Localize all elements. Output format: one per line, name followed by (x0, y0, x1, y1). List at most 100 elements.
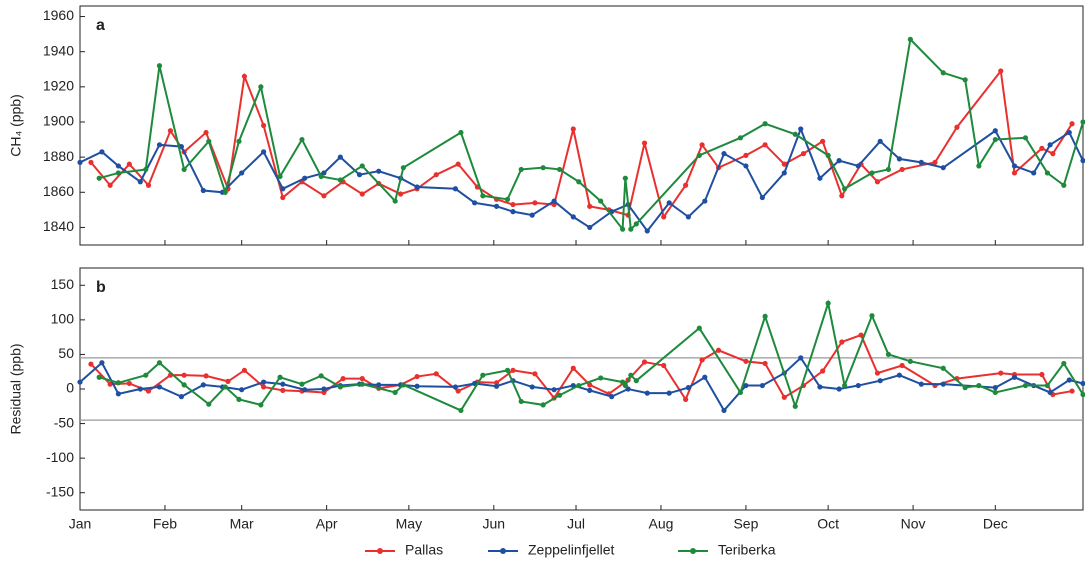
data-point (792, 403, 798, 409)
x-tick-label: Mar (230, 516, 254, 532)
x-tick-label: Sep (733, 516, 758, 532)
data-point (1080, 391, 1085, 398)
data-point (896, 372, 902, 378)
data-point (277, 173, 283, 180)
data-point (504, 367, 511, 373)
data-point (239, 170, 245, 176)
series-line (90, 68, 1073, 220)
data-point (556, 392, 563, 398)
data-point (1039, 371, 1045, 378)
data-point (992, 389, 998, 396)
panel-label: a (96, 17, 105, 34)
y-axis-label: CH₄ (ppb) (8, 94, 24, 157)
data-point (696, 325, 702, 331)
series-line (79, 356, 1084, 413)
data-point (836, 386, 842, 392)
data-point (609, 394, 615, 400)
data-point (633, 378, 639, 384)
data-point (261, 122, 267, 129)
data-point (1061, 360, 1067, 367)
data-point (1039, 145, 1045, 151)
data-point (576, 179, 582, 185)
data-point (222, 189, 228, 195)
data-point (1047, 142, 1053, 148)
data-point (1011, 170, 1018, 176)
data-point (156, 360, 163, 366)
data-point (841, 186, 848, 192)
x-tick-label: Aug (649, 516, 674, 532)
data-point (88, 159, 94, 166)
data-point (622, 382, 628, 389)
data-point (518, 398, 524, 405)
x-tick-label: Oct (817, 516, 839, 532)
data-point (337, 177, 343, 183)
data-point (206, 138, 212, 144)
data-point (839, 339, 845, 345)
data-point (762, 313, 768, 319)
data-point (874, 370, 881, 376)
series-line (98, 299, 1084, 412)
data-point (877, 378, 883, 384)
legend-marker (377, 548, 383, 554)
data-point (510, 201, 516, 208)
data-point (702, 374, 708, 380)
series-line (79, 126, 1084, 233)
data-point (156, 63, 163, 69)
data-point (414, 184, 420, 190)
data-point (77, 159, 83, 166)
data-point (759, 194, 765, 201)
y-tick-label: 1940 (43, 42, 74, 58)
data-point (96, 374, 102, 380)
data-point (107, 182, 113, 188)
data-point (570, 365, 576, 371)
data-point (798, 355, 804, 361)
data-point (143, 372, 149, 378)
data-point (641, 359, 648, 365)
data-point (907, 358, 913, 364)
data-point (261, 384, 267, 390)
data-point (392, 198, 398, 204)
data-point (962, 385, 968, 391)
legend-label: Pallas (405, 542, 443, 558)
data-point (683, 182, 689, 188)
data-point (998, 68, 1004, 74)
data-point (940, 165, 946, 171)
data-point (126, 161, 132, 167)
data-point (940, 381, 946, 387)
data-point (200, 382, 206, 388)
data-point (337, 154, 343, 160)
data-point (1061, 182, 1067, 188)
data-point (241, 73, 248, 79)
data-point (762, 121, 768, 127)
data-point (556, 166, 563, 173)
legend-label: Teriberka (718, 542, 776, 558)
data-point (126, 380, 132, 387)
data-point (869, 170, 875, 176)
data-point (236, 138, 242, 144)
data-point (493, 203, 500, 209)
y-tick-label: -100 (46, 449, 74, 465)
y-tick-label: 50 (58, 345, 74, 361)
data-point (178, 394, 184, 400)
data-point (762, 142, 768, 148)
data-point (874, 179, 881, 185)
data-point (280, 186, 286, 192)
data-point (493, 383, 500, 389)
data-point (433, 172, 439, 178)
data-point (472, 200, 478, 206)
data-point (510, 209, 516, 215)
data-point (340, 376, 346, 382)
data-point (302, 175, 308, 181)
data-point (261, 149, 267, 155)
data-point (510, 367, 516, 373)
data-point (115, 380, 121, 386)
data-point (587, 224, 593, 231)
data-point (743, 382, 749, 389)
data-point (899, 362, 905, 369)
data-point (644, 390, 650, 396)
data-point (715, 347, 722, 353)
data-point (239, 387, 245, 393)
data-point (299, 136, 305, 143)
data-point (781, 161, 787, 167)
data-point (398, 191, 404, 197)
